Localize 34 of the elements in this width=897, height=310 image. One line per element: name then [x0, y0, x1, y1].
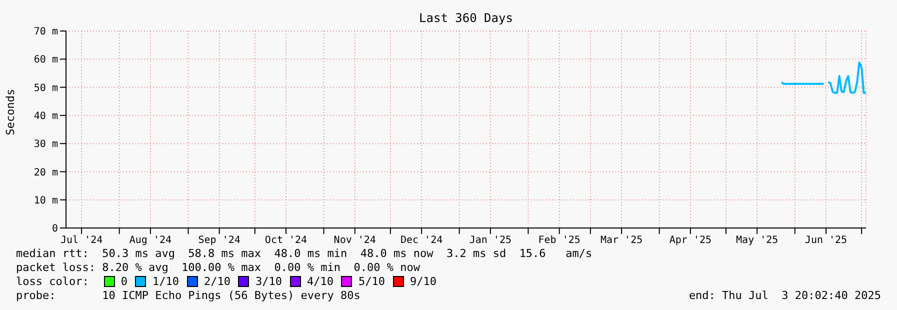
- text: 2/10: [204, 275, 230, 288]
- x-tick-label: Mar '25: [600, 235, 643, 246]
- text: 3/10: [255, 275, 282, 288]
- text: loss color:: [16, 275, 89, 288]
- x-tick-label: Dec '24: [400, 235, 443, 246]
- y-tick-label: 60 m: [34, 54, 58, 66]
- text: 4/10: [306, 275, 334, 288]
- y-tick-label: 40 m: [34, 110, 58, 122]
- text: packet loss: 8.20 % avg 100.00 % max 0.00 % min 0.00 % now: [16, 261, 420, 274]
- text: median rtt: 50.3 ms avg 58.8 ms max 48.0 ms min 48.0 ms now 3.2 ms sd 15.6 am/s: [16, 247, 592, 260]
- x-tick-label: Sep '24: [198, 235, 240, 246]
- text: end: Thu Jul 3 20:02:40 2025: [688, 289, 881, 302]
- y-tick-label: 10 m: [34, 195, 58, 206]
- text: probe: 10 ICMP Echo Pings (56 Bytes) every 80s: [16, 289, 360, 302]
- text: 1/10: [152, 275, 179, 288]
- x-tick-label: Feb '25: [538, 235, 580, 246]
- x-tick-label: Jul '24: [60, 235, 103, 246]
- x-tick-label: Jun '25: [804, 235, 848, 246]
- x-tick-label: Nov '24: [334, 235, 376, 246]
- text: 9/10: [410, 275, 436, 288]
- y-tick-label: 0: [52, 224, 58, 235]
- x-tick-label: Aug '24: [129, 235, 172, 246]
- chart-title: Last 360 Days: [418, 11, 514, 25]
- y-tick-label: 20 m: [34, 167, 58, 178]
- text: 5/10: [358, 275, 385, 288]
- x-tick-label: Jan '25: [469, 235, 512, 246]
- y-axis-title: Seconds: [4, 88, 17, 138]
- x-tick-label: Apr '25: [669, 235, 712, 246]
- text: 0: [120, 275, 128, 288]
- y-tick-label: 30 m: [34, 139, 58, 150]
- x-tick-label: May '25: [736, 235, 778, 246]
- y-tick-label: 50 m: [34, 82, 58, 94]
- x-tick-label: Oct '24: [264, 235, 308, 246]
- y-tick-label: 70 m: [34, 26, 58, 38]
